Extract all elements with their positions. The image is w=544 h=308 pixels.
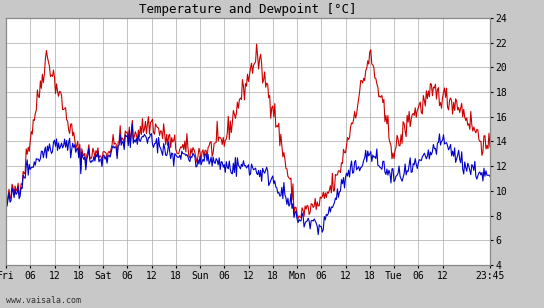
Text: www.vaisala.com: www.vaisala.com [6,296,81,305]
Text: Temperature and Dewpoint [°C]: Temperature and Dewpoint [°C] [139,2,357,15]
